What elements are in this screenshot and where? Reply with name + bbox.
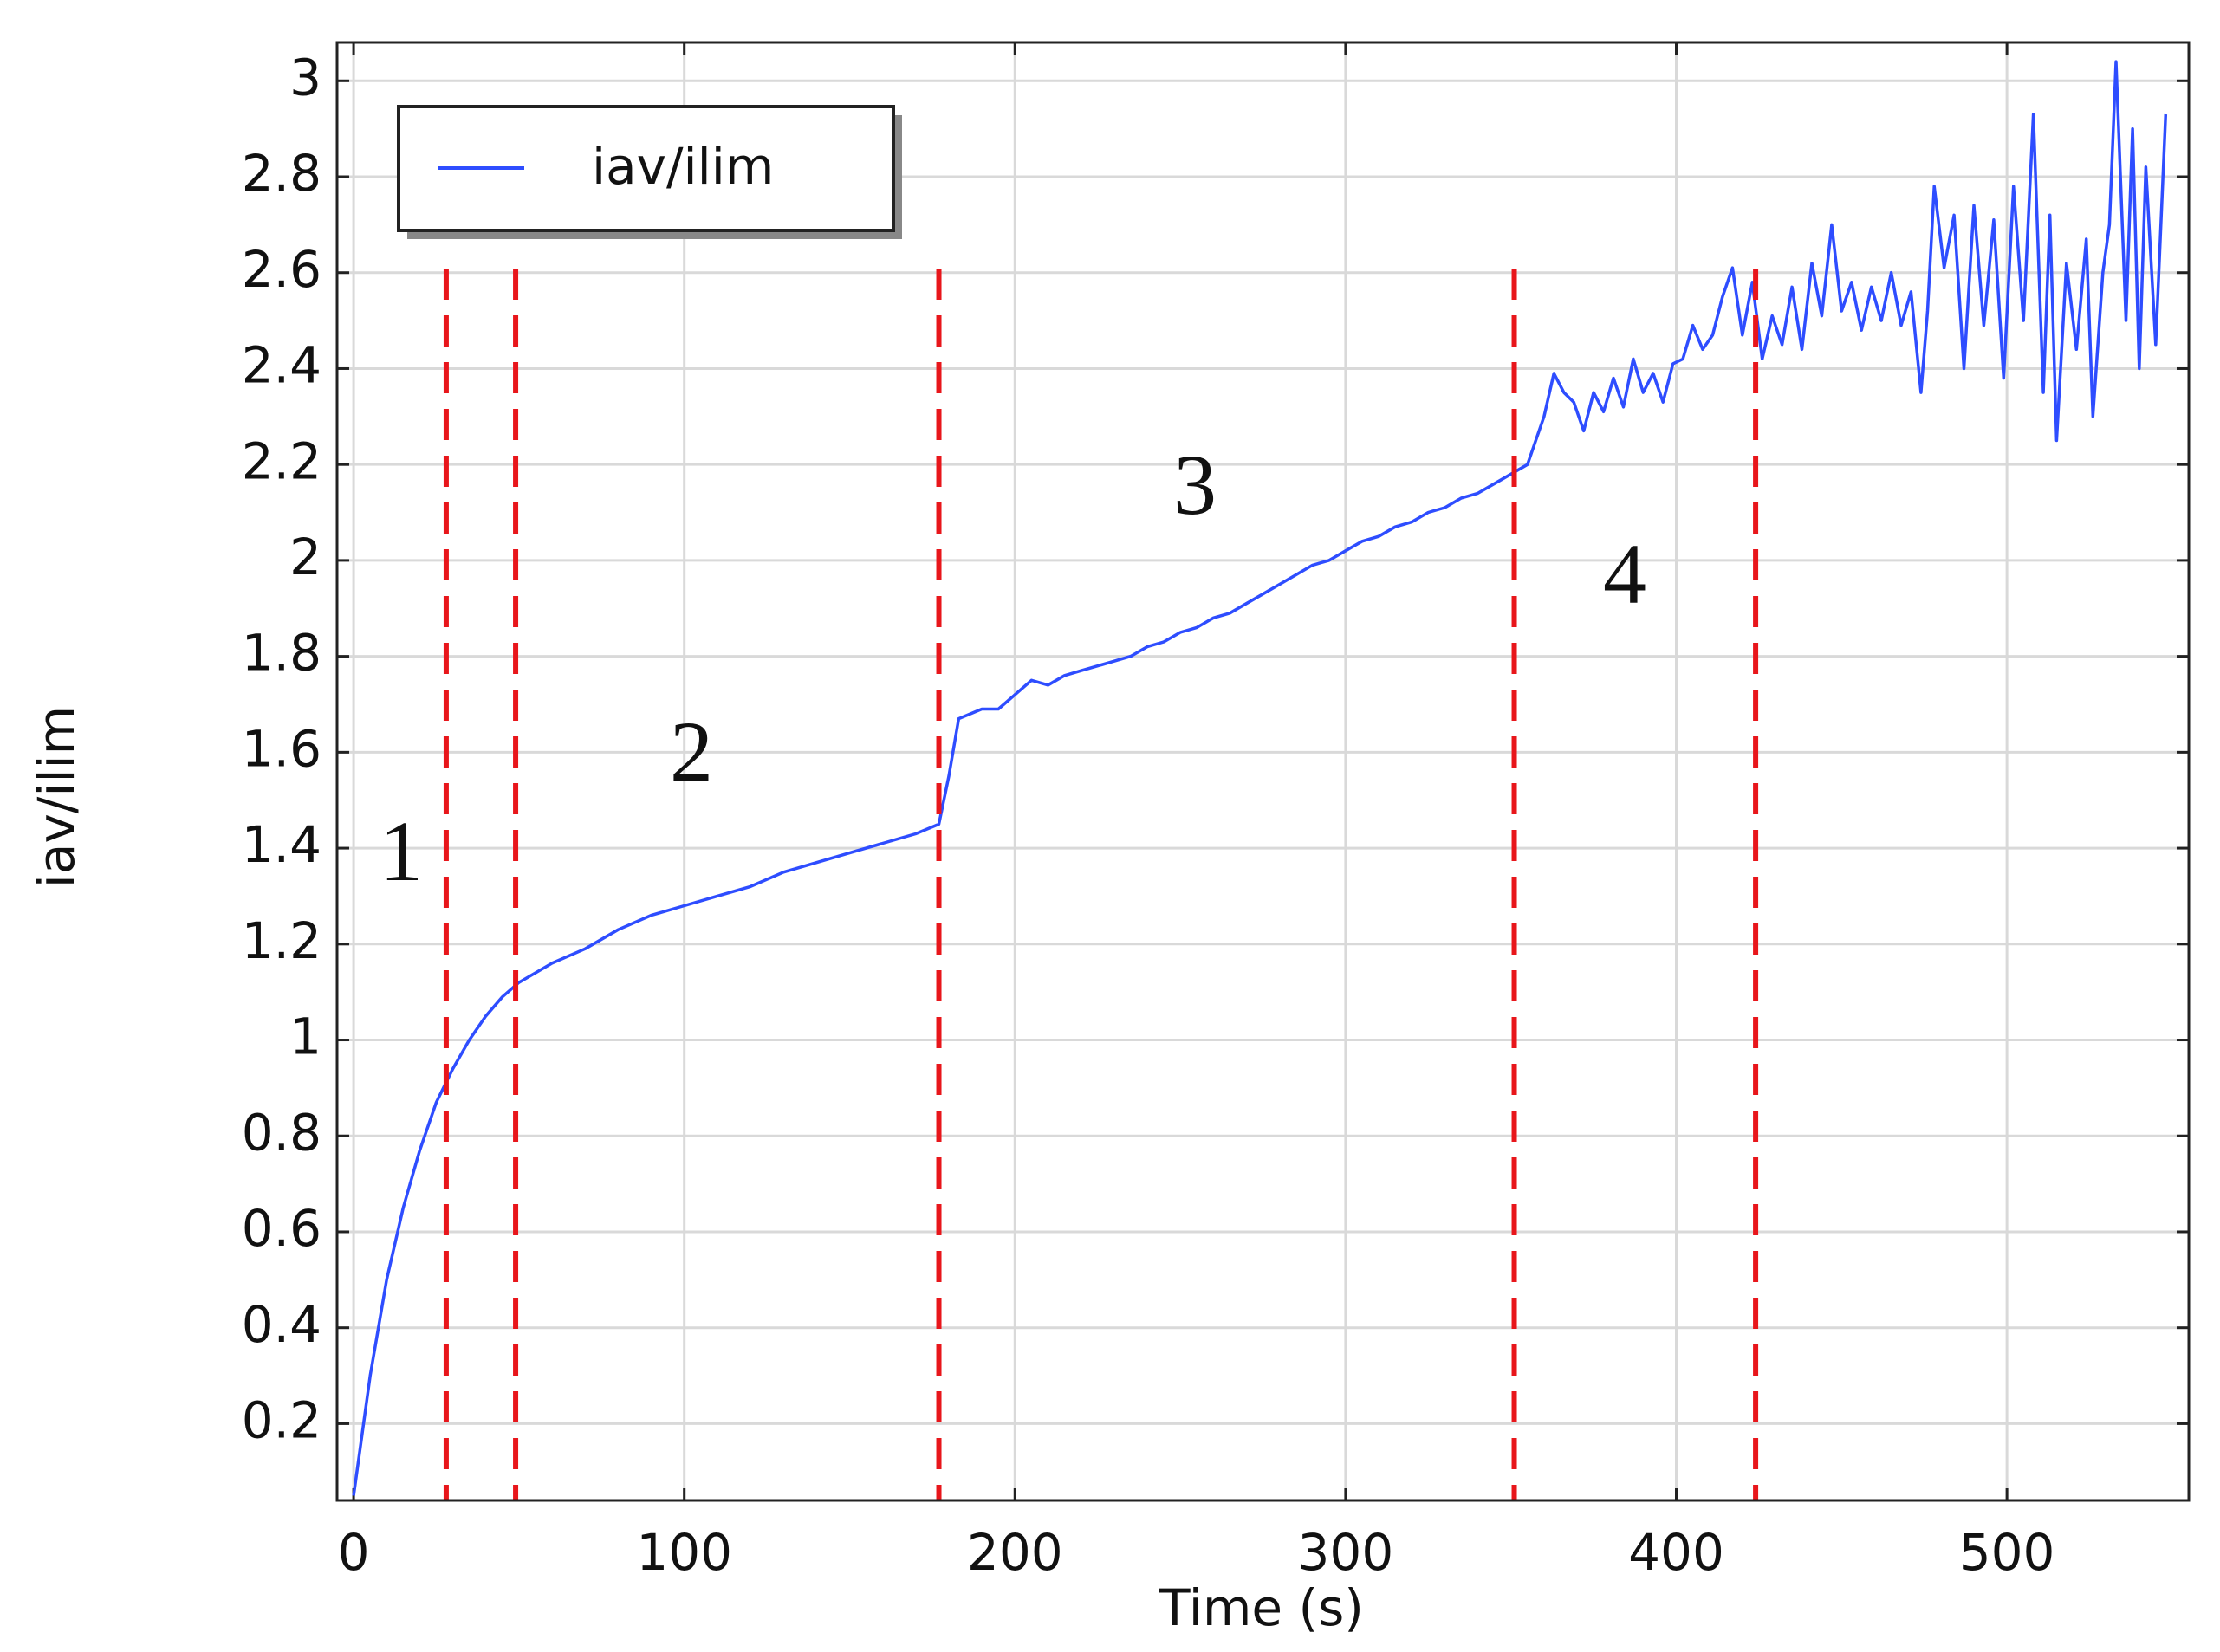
x-tick-label: 500 bbox=[1959, 1523, 2055, 1582]
region-label: 1 bbox=[380, 803, 423, 899]
y-tick-label: 1.6 bbox=[242, 719, 321, 778]
y-tick-label: 2.2 bbox=[242, 431, 321, 490]
data-line bbox=[352, 60, 2168, 1496]
region-label: 2 bbox=[670, 703, 713, 800]
y-tick-label: 1.2 bbox=[242, 911, 321, 970]
y-axis-label: iav/ilim bbox=[27, 706, 86, 888]
y-tick-label: 0.6 bbox=[242, 1199, 321, 1258]
x-tick-label: 300 bbox=[1298, 1523, 1394, 1582]
y-tick-label: 3 bbox=[289, 48, 321, 107]
legend-label: iav/ilim bbox=[592, 137, 774, 196]
y-tick-label: 2.6 bbox=[242, 240, 321, 299]
y-tick-label: 0.8 bbox=[242, 1103, 321, 1162]
x-tick-label: 100 bbox=[636, 1523, 732, 1582]
y-tick-label: 1 bbox=[289, 1007, 321, 1066]
region-label: 3 bbox=[1173, 437, 1217, 533]
y-tick-label: 0.4 bbox=[242, 1295, 321, 1354]
x-tick-label: 0 bbox=[338, 1523, 370, 1582]
plot-frame bbox=[335, 41, 2191, 1502]
x-tick-label: 200 bbox=[967, 1523, 1063, 1582]
x-tick-label: 400 bbox=[1628, 1523, 1724, 1582]
y-tick-label: 2 bbox=[289, 528, 321, 586]
y-tick-label: 1.4 bbox=[242, 815, 321, 874]
x-axis-label: Time (s) bbox=[1159, 1578, 1364, 1637]
y-tick-label: 0.2 bbox=[242, 1391, 321, 1450]
y-tick-label: 1.8 bbox=[242, 624, 321, 683]
y-tick-label: 2.4 bbox=[242, 336, 321, 395]
y-tick-label: 2.8 bbox=[242, 144, 321, 203]
region-label: 4 bbox=[1603, 526, 1646, 622]
